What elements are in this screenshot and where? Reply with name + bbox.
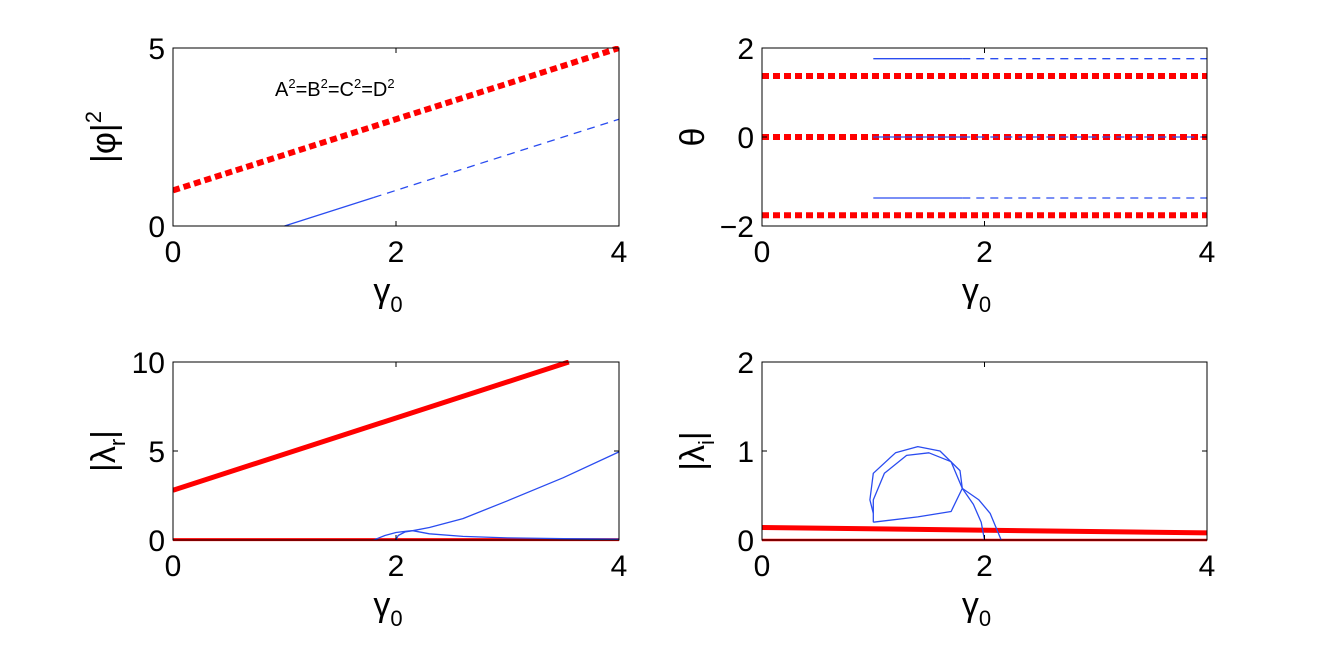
x-axis-label: γ0 bbox=[962, 272, 991, 317]
x-axis-label: γ0 bbox=[962, 586, 991, 631]
y-tick-label: 2 bbox=[737, 347, 754, 380]
x-tick-label: 4 bbox=[1199, 236, 1216, 269]
plot-frame bbox=[172, 47, 620, 227]
y-axis-label: |λr| bbox=[85, 430, 130, 472]
x-tick-label: 0 bbox=[754, 236, 771, 269]
series-blue-solid-1 bbox=[284, 196, 374, 227]
series-blue-solid-4 bbox=[961, 488, 986, 541]
plot-frame bbox=[761, 361, 1208, 541]
x-axis-label: γ0 bbox=[373, 586, 402, 631]
x-tick-label: 0 bbox=[165, 550, 182, 583]
x-axis-label: γ0 bbox=[373, 272, 402, 317]
x-tick-label: 2 bbox=[976, 236, 993, 269]
y-tick-label: 0 bbox=[737, 525, 754, 558]
plot-frame bbox=[172, 361, 620, 541]
series-blue-solid-3 bbox=[395, 530, 619, 541]
y-tick-label: 1 bbox=[737, 436, 754, 469]
annotation-text: A2=B2=C2=D2 bbox=[275, 76, 395, 101]
y-tick-label: 5 bbox=[148, 33, 165, 66]
y-tick-label: 0 bbox=[148, 211, 165, 244]
chart-phi-squared: 0 2 4 0 5 γ0 |φ|2 A2=B2=C2=D2 bbox=[81, 33, 627, 317]
series-blue-solid-2 bbox=[373, 451, 619, 541]
series-red-solid-0 bbox=[173, 360, 570, 493]
x-tick-label: 2 bbox=[388, 550, 405, 583]
series-blue-solid-3 bbox=[869, 445, 963, 523]
x-tick-label: 4 bbox=[1199, 550, 1216, 583]
x-tick-label: 4 bbox=[611, 236, 628, 269]
series-red-solid-0 bbox=[762, 525, 1207, 536]
y-axis-label: θ bbox=[674, 128, 712, 147]
chart-lambda-r: 0 2 4 0 5 10 γ0 |λr| bbox=[85, 347, 627, 631]
y-tick-label: 0 bbox=[148, 525, 165, 558]
y-tick-label: −2 bbox=[720, 211, 754, 244]
y-tick-label: 10 bbox=[132, 347, 165, 380]
y-axis-label: |φ|2 bbox=[81, 111, 123, 163]
x-tick-label: 4 bbox=[611, 550, 628, 583]
series-red-dotted-0 bbox=[173, 46, 619, 194]
x-tick-label: 2 bbox=[976, 550, 993, 583]
series-blue-solid-2 bbox=[872, 452, 1002, 541]
x-tick-label: 0 bbox=[165, 236, 182, 269]
x-tick-label: 2 bbox=[388, 236, 405, 269]
y-tick-label: 5 bbox=[148, 436, 165, 469]
y-axis-label: |λi| bbox=[674, 431, 719, 471]
y-tick-label: 2 bbox=[737, 33, 754, 66]
x-tick-label: 0 bbox=[754, 550, 771, 583]
y-tick-label: 0 bbox=[737, 122, 754, 155]
series-blue-dashed-2 bbox=[373, 118, 619, 199]
